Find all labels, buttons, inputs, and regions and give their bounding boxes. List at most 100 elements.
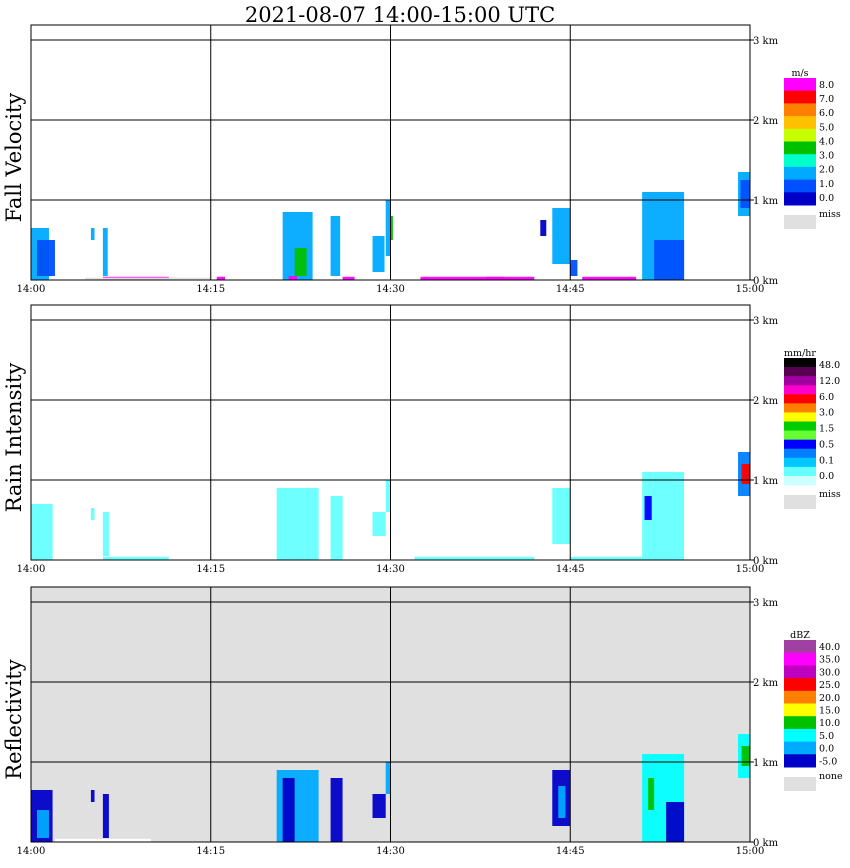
echo-mark xyxy=(31,504,53,560)
legend-swatch xyxy=(784,385,816,395)
legend-swatch xyxy=(784,448,816,459)
echo-mark xyxy=(90,228,95,240)
legend-missing-label: none xyxy=(819,771,843,782)
echo-mark xyxy=(540,220,547,236)
echo-mark xyxy=(552,488,571,544)
legend-missing-swatch xyxy=(784,777,816,791)
legend-label: -5.0 xyxy=(819,756,837,767)
legend-swatch xyxy=(784,376,816,386)
legend-swatch xyxy=(784,78,816,92)
x-tick-label: 15:00 xyxy=(736,284,765,295)
echo-mark xyxy=(385,762,391,794)
legend-label: 6.0 xyxy=(819,108,834,119)
y-tick-label: 0 km xyxy=(753,556,779,567)
legend-swatch xyxy=(784,652,816,666)
y-tick-label: 2 km xyxy=(753,396,779,407)
echo-mark xyxy=(90,790,95,802)
echo-mark xyxy=(552,208,571,264)
legend-swatch xyxy=(784,367,816,377)
x-tick-label: 14:30 xyxy=(376,846,405,857)
y-tick-label: 2 km xyxy=(753,116,779,127)
echo-mark xyxy=(740,180,750,208)
echo-mark xyxy=(102,512,109,556)
legend-swatch xyxy=(784,103,816,117)
x-tick-label: 15:00 xyxy=(736,564,765,575)
legend-label: 25.0 xyxy=(819,680,840,691)
legend-swatch xyxy=(784,475,816,486)
panel-0: 0 km 1 km 2 km 3 km 14:00 14:15 14:30 14:45 15:0… xyxy=(2,24,841,295)
legend-label: 40.0 xyxy=(819,642,840,653)
legend-swatch xyxy=(784,403,816,413)
legend-missing-label: miss xyxy=(819,209,841,220)
legend-missing-swatch xyxy=(784,215,816,229)
legend-swatch xyxy=(784,703,816,717)
legend-label: 0.0 xyxy=(819,744,834,755)
echo-mark xyxy=(90,508,95,520)
legend-swatch xyxy=(784,678,816,692)
y-tick-label: 1 km xyxy=(753,476,779,487)
legend-label: 8.0 xyxy=(819,80,834,91)
echo-mark xyxy=(36,810,49,838)
panel-title: Fall Velocity xyxy=(2,93,26,223)
legend-swatch xyxy=(784,179,816,193)
legend-unit: dBZ xyxy=(790,630,810,641)
echo-mark xyxy=(294,248,307,276)
legend-swatch xyxy=(784,430,816,441)
legend-label: 1.5 xyxy=(819,424,834,435)
legend-label: 0.0 xyxy=(819,471,834,482)
echo-mark xyxy=(741,464,750,484)
plot-frame xyxy=(30,304,751,561)
legend-label: 6.0 xyxy=(819,392,834,403)
echo-mark xyxy=(385,200,391,256)
legend-swatch xyxy=(784,412,816,422)
legend-swatch xyxy=(784,741,816,755)
echo-mark xyxy=(414,556,535,560)
echo-mark xyxy=(570,260,578,276)
legend-label: 10.0 xyxy=(819,718,840,729)
echo-mark xyxy=(330,778,343,842)
echo-mark xyxy=(372,512,386,536)
legend-missing-label: miss xyxy=(819,489,841,500)
echo-mark xyxy=(390,216,393,240)
x-tick-label: 14:45 xyxy=(556,564,585,575)
echo-mark xyxy=(486,276,505,280)
y-tick-label: 3 km xyxy=(753,316,779,327)
y-tick-label: 3 km xyxy=(753,36,779,47)
legend-label: 35.0 xyxy=(819,655,840,666)
legend-swatch xyxy=(784,166,816,181)
echo-mark xyxy=(372,236,385,272)
echo-mark xyxy=(102,228,108,276)
y-tick-label: 1 km xyxy=(753,758,779,769)
legend-label: 7.0 xyxy=(819,94,834,105)
legend-swatch xyxy=(784,665,816,679)
echo-mark xyxy=(54,838,151,842)
legend-label: 3.0 xyxy=(819,408,834,419)
legend-label: 4.0 xyxy=(819,136,834,147)
x-tick-label: 14:00 xyxy=(17,284,46,295)
x-tick-label: 14:30 xyxy=(376,564,405,575)
echo-mark xyxy=(282,778,295,842)
x-tick-label: 14:45 xyxy=(556,284,585,295)
plot-frame xyxy=(30,24,751,281)
echo-mark xyxy=(558,786,566,818)
legend-label: 20.0 xyxy=(819,693,840,704)
legend-swatch xyxy=(784,394,816,404)
y-tick-label: 1 km xyxy=(753,196,779,207)
x-tick-label: 14:45 xyxy=(556,846,585,857)
legend-swatch xyxy=(784,728,816,743)
echo-mark xyxy=(330,496,343,560)
legend-swatch xyxy=(784,716,816,730)
legend-swatch xyxy=(784,640,816,654)
legend-swatch xyxy=(784,192,816,206)
echo-mark xyxy=(276,488,319,560)
legend-swatch xyxy=(784,754,816,768)
legend-label: 12.0 xyxy=(819,376,840,387)
echo-mark xyxy=(741,746,750,766)
legend-unit: m/s xyxy=(791,68,808,79)
x-tick-label: 14:15 xyxy=(196,284,225,295)
echo-mark xyxy=(216,276,226,280)
echo-mark xyxy=(288,276,298,280)
legend-label: 30.0 xyxy=(819,667,840,678)
chart-title: 2021-08-07 14:00-15:00 UTC xyxy=(245,3,555,27)
